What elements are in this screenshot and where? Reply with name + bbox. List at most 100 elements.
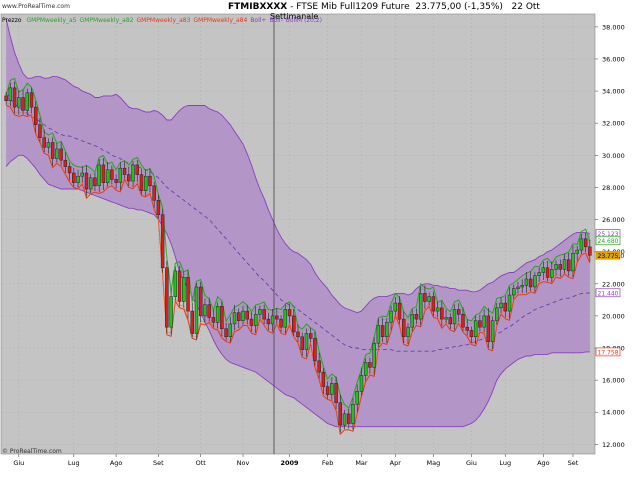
candle-body	[402, 318, 406, 338]
candle-body	[304, 333, 309, 350]
candle-body	[516, 286, 520, 289]
price-tag-box	[595, 347, 621, 357]
candle-body	[545, 267, 550, 278]
y-tick-label: 30.000	[602, 152, 625, 160]
candle-body	[215, 306, 220, 323]
candle-body	[440, 307, 444, 320]
x-tick-label: 2009	[280, 459, 299, 467]
candle-body	[135, 164, 139, 175]
x-tick-label: Nov	[237, 459, 250, 467]
legend-title: Prezzo	[2, 17, 22, 24]
price-tag-label: 25.123	[598, 231, 619, 238]
candle-body	[207, 304, 211, 318]
legend-item: GMPMweekly_a84	[193, 17, 248, 24]
candle-body	[554, 264, 558, 270]
candle-body	[101, 164, 106, 183]
bollinger-band	[5, 18, 591, 428]
candle-body	[389, 310, 393, 323]
candle-body	[173, 270, 178, 297]
candle-body	[541, 267, 546, 273]
candle-body	[427, 296, 431, 302]
candle-body	[503, 302, 508, 312]
candle-body	[156, 200, 161, 215]
candle-body	[533, 275, 537, 288]
candle-body	[262, 309, 266, 320]
candle-body	[249, 318, 254, 326]
x-tick-label: Mar	[355, 459, 368, 467]
candle-body	[588, 246, 592, 256]
candle-body	[105, 169, 110, 183]
watermark: www.ProRealTime.com	[2, 3, 70, 10]
candle-body	[347, 413, 351, 424]
x-tick-label: Ott	[196, 459, 207, 467]
candle-body	[397, 302, 402, 320]
candle-body	[224, 328, 228, 338]
candle-body	[114, 179, 118, 183]
candle-body	[237, 312, 241, 321]
candle-body	[562, 259, 567, 270]
candles	[4, 81, 592, 433]
candle-body	[558, 264, 563, 270]
candle-body	[139, 174, 144, 191]
candle-body	[258, 309, 262, 315]
price-tag-box	[595, 288, 621, 298]
candle-body	[88, 177, 93, 190]
candle-body	[313, 338, 317, 362]
candle-body	[232, 312, 237, 325]
candle-body	[118, 167, 123, 183]
chart-header: FTMIBXXXX - FTSE Mib Full1209 Future 23.…	[228, 2, 540, 12]
legend-item: BollM (20,2)	[285, 17, 323, 24]
indicator-lower-line	[5, 105, 591, 436]
candle-body	[190, 310, 194, 334]
candle-body	[33, 106, 38, 126]
candle-body	[583, 238, 588, 248]
price-tag-label: 23.775,0	[598, 253, 625, 260]
candle-body	[198, 286, 203, 317]
candle-body	[55, 148, 59, 159]
candle-body	[177, 270, 182, 302]
price-tag-label: 17.758	[598, 349, 619, 356]
candle-body	[279, 318, 283, 328]
candle-body	[478, 320, 482, 328]
x-tick-label: Lug	[68, 459, 80, 467]
y-tick-label: 16.000	[602, 377, 625, 385]
candle-body	[380, 325, 385, 338]
candle-body	[17, 97, 21, 108]
candle-body	[414, 314, 419, 320]
candle-body	[296, 331, 300, 338]
candle-body	[495, 307, 499, 321]
candle-body	[97, 164, 101, 187]
legend-item: GMPMweekly_a5	[26, 17, 77, 24]
candle-body	[372, 342, 376, 368]
candle-body	[29, 92, 34, 108]
candle-body	[579, 238, 584, 251]
candle-body	[317, 360, 321, 373]
candle-body	[567, 259, 571, 272]
candle-body	[465, 326, 469, 331]
symbol: FTMIBXXXX	[228, 2, 288, 12]
legend-item: GMPMweekly_a83	[136, 17, 191, 24]
candle-body	[444, 317, 448, 320]
candle-body	[292, 315, 296, 333]
price-tag-label: 21.440	[598, 290, 619, 297]
candle-body	[80, 172, 84, 177]
candle-body	[63, 159, 68, 167]
candle-body	[220, 306, 224, 329]
candle-body	[355, 391, 359, 405]
candle-body	[334, 383, 338, 403]
y-tick-label: 36.000	[602, 55, 625, 63]
y-tick-label: 34.000	[602, 88, 625, 96]
candle-body	[72, 172, 76, 183]
candle-body	[143, 175, 148, 191]
candle-body	[76, 175, 80, 183]
y-tick-label: 32.000	[602, 120, 625, 128]
candle-body	[325, 386, 330, 395]
candle-body	[148, 175, 152, 187]
candle-body	[12, 87, 17, 108]
candle-body	[203, 304, 207, 317]
x-tick-label: Apr	[390, 459, 402, 467]
candle-body	[473, 320, 478, 338]
candle-body	[241, 310, 245, 321]
candle-body	[93, 177, 97, 187]
price-tag-box	[595, 250, 621, 260]
